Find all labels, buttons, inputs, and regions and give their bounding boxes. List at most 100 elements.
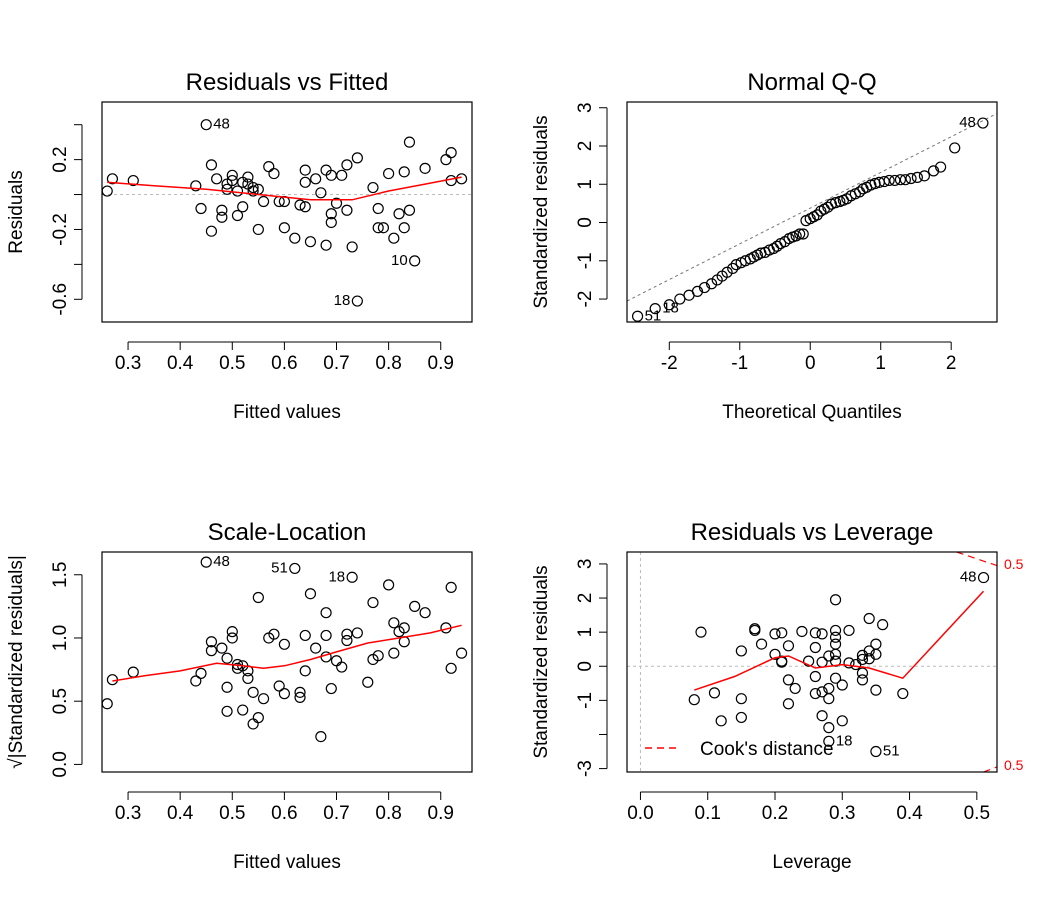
y-tick-label: 0: [575, 661, 596, 672]
data-point: [231, 185, 244, 197]
data-point: [330, 197, 343, 209]
y-axis: -0.6 -0.2 0.2: [50, 124, 83, 316]
y-tick-label: 0: [575, 217, 596, 228]
data-point: [268, 167, 280, 180]
x-tick-label: 0.9: [428, 353, 454, 374]
data-point: [705, 278, 718, 290]
y-tick-label: 1: [575, 179, 596, 190]
data-point: [247, 181, 259, 194]
x-tick-label: 0.4: [167, 353, 194, 374]
x-tick-label: -1: [731, 353, 748, 374]
data-point: [403, 204, 416, 216]
data-point: [367, 596, 379, 609]
data-point: [829, 624, 842, 637]
point-label: 18: [328, 568, 345, 585]
data-point: [330, 655, 343, 667]
data-point: [299, 164, 311, 176]
plot-frame: [626, 551, 998, 773]
y-tick-label: -1: [575, 692, 596, 709]
data-point: [216, 204, 228, 216]
data-point: [388, 647, 400, 659]
data-point: [315, 187, 327, 199]
data-point: [894, 174, 907, 186]
x-axis: 0.3 0.4 0.5 0.6 0.7 0.8 0.9: [115, 791, 454, 824]
data-point: [257, 693, 270, 705]
y-tick-label: -0.6: [50, 283, 71, 316]
data-point: [977, 571, 990, 584]
panel-normal-qq: Normal Q-Q Theoretical Quantiles Standar…: [531, 69, 998, 423]
data-point: [721, 266, 733, 278]
data-point: [242, 672, 254, 685]
data-point: [294, 691, 306, 704]
data-point: [278, 222, 290, 234]
cooks-level-label: 0.5: [1004, 757, 1024, 773]
y-tick-label: -1: [575, 252, 596, 269]
data-point: [715, 715, 727, 727]
data-point: [419, 162, 431, 174]
data-point: [905, 172, 917, 185]
x-axis-label: Fitted values: [233, 402, 341, 423]
panel-title: Residuals vs Leverage: [691, 519, 934, 546]
y-axis: 0.0 0.5 1.0 1.5: [50, 562, 83, 778]
data-point: [455, 647, 468, 659]
x-tick-label: 0.2: [762, 803, 788, 824]
data-point: [409, 255, 421, 267]
data-point: [346, 241, 358, 253]
data-point: [351, 295, 363, 307]
data-point: [273, 680, 285, 692]
y-tick-label: -2: [575, 291, 596, 308]
panel-title: Normal Q-Q: [747, 69, 876, 96]
data-point: [856, 653, 869, 666]
data-point: [200, 556, 212, 568]
data-point: [769, 648, 781, 660]
data-point: [695, 626, 707, 638]
data-point: [674, 293, 686, 305]
data-point: [856, 674, 869, 686]
data-point: [383, 579, 395, 591]
data-point: [794, 228, 806, 240]
data-point: [796, 625, 808, 638]
data-point: [856, 667, 869, 679]
data-point: [811, 209, 823, 221]
data-point: [341, 634, 353, 647]
data-point: [320, 607, 332, 619]
data-point: [708, 687, 721, 699]
data-point: [398, 222, 410, 234]
data-point: [809, 641, 821, 654]
data-point: [325, 216, 337, 229]
data-point: [226, 626, 238, 638]
point-label: 51: [645, 307, 662, 324]
data-point: [829, 631, 842, 643]
data-point: [870, 684, 882, 696]
x-tick-label: -2: [661, 353, 678, 374]
data-point: [310, 173, 322, 185]
data-point: [863, 612, 875, 625]
data-point: [445, 174, 457, 187]
y-axis-label: Standardized residuals: [531, 115, 552, 308]
data-point: [803, 655, 815, 667]
data-point: [977, 117, 989, 129]
data-point: [205, 159, 218, 171]
point-label: 48: [960, 569, 977, 586]
y-tick-label: -0.2: [50, 213, 71, 246]
y-tick-label: 0.0: [50, 751, 71, 777]
data-point: [816, 686, 828, 698]
data-point: [341, 159, 353, 171]
data-point: [190, 675, 202, 687]
data-point: [445, 581, 457, 594]
data-point: [877, 619, 889, 631]
data-point: [455, 173, 468, 185]
data-point: [688, 694, 700, 706]
data-point: [263, 161, 275, 173]
data-point: [247, 185, 259, 197]
point-label: 51: [271, 559, 288, 576]
data-point: [216, 642, 228, 654]
data-point: [419, 607, 431, 619]
data-point: [445, 147, 457, 159]
data-point: [226, 632, 238, 644]
data-point: [889, 174, 901, 187]
data-point: [735, 693, 747, 705]
y-tick-label: 1.5: [50, 562, 71, 588]
x-tick-label: 0.4: [167, 803, 194, 824]
